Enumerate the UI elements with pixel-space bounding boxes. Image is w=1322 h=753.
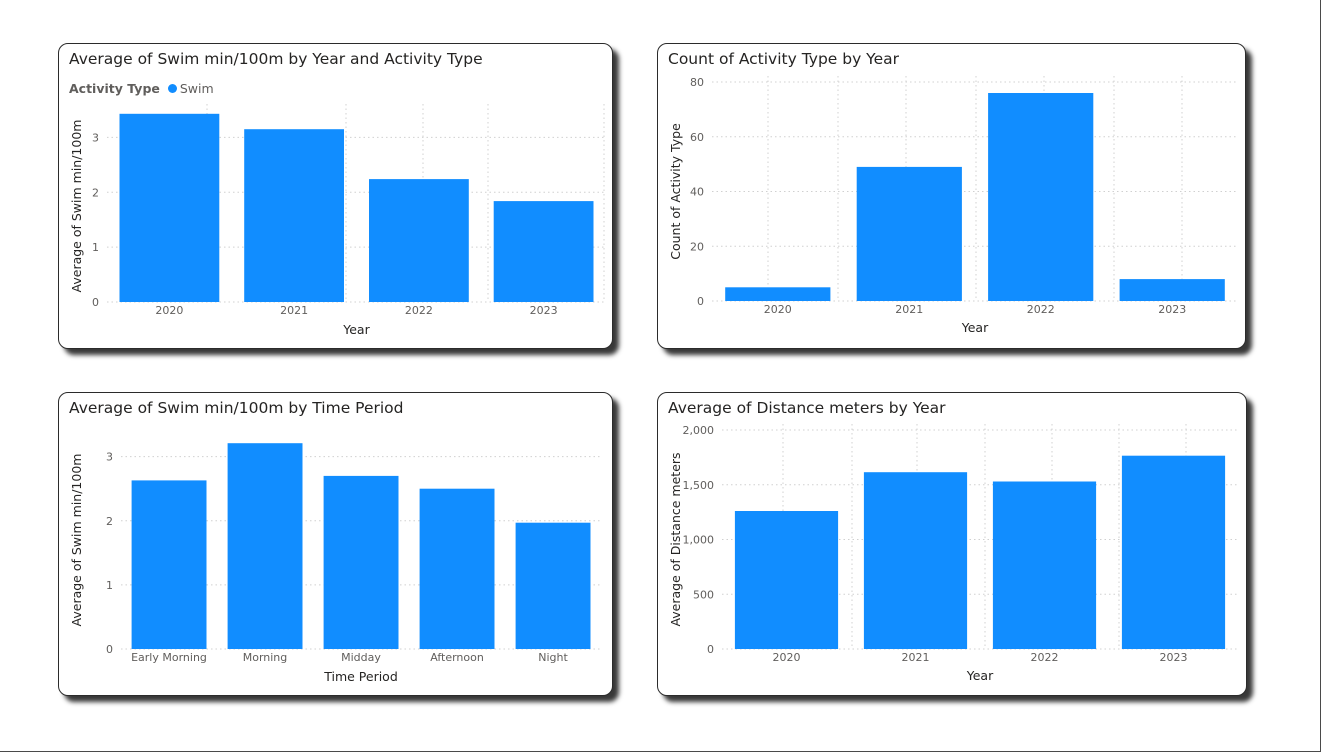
bar-2022[interactable] — [988, 93, 1094, 301]
bar-early-morning[interactable] — [131, 480, 207, 649]
bar-chart-plot: 0 500 1,000 1,500 2,000 2020 2021 2022 2023 Year A… — [668, 424, 1238, 683]
y-tick-label: 2 — [92, 186, 99, 199]
y-tick-label: 0 — [697, 295, 704, 308]
y-tick-label: 1 — [92, 241, 99, 254]
chart-title: Average of Swim min/100m by Year and Act… — [69, 50, 483, 68]
bar-midday[interactable] — [323, 475, 399, 649]
bar-2023[interactable] — [1119, 279, 1225, 301]
y-axis-title: Average of Swim min/100m — [69, 120, 84, 293]
x-tick-label: 2021 — [895, 303, 923, 316]
legend-marker-swim — [167, 84, 177, 93]
chart-card-swim-pace-by-time-period[interactable]: Average of Swim min/100m by Time Period … — [58, 392, 613, 696]
y-tick-label: 2,000 — [683, 424, 715, 437]
bar-chart-plot: 0 1 2 3 Early Morning Morning Midday Afternoon N… — [69, 443, 601, 684]
x-tick-label: Morning — [243, 651, 288, 664]
y-tick-label: 500 — [693, 588, 714, 601]
y-axis-title: Count of Activity Type — [668, 123, 683, 260]
x-axis-title: Year — [342, 322, 370, 337]
legend-title: Activity Type — [69, 81, 160, 96]
y-tick-label: 3 — [106, 451, 113, 464]
chart-title: Average of Swim min/100m by Time Period — [69, 399, 404, 417]
y-tick-label: 1 — [106, 579, 113, 592]
bar-2022[interactable] — [992, 481, 1097, 650]
x-tick-label: Night — [538, 651, 568, 664]
x-tick-label: 2020 — [764, 303, 792, 316]
y-tick-label: 40 — [690, 186, 704, 199]
bar-afternoon[interactable] — [419, 488, 495, 649]
page-border-bottom — [0, 751, 1321, 752]
x-tick-label: 2023 — [1158, 303, 1186, 316]
x-tick-label: 2022 — [405, 304, 433, 317]
x-tick-label: 2020 — [773, 651, 801, 664]
bar-2020[interactable] — [725, 287, 831, 301]
bar-2023[interactable] — [1121, 455, 1226, 649]
chart-card-activity-count-by-year[interactable]: Count of Activity Type by Year 0 20 40 60 80… — [657, 43, 1246, 349]
x-tick-label: 2021 — [280, 304, 308, 317]
y-tick-label: 0 — [707, 643, 714, 656]
y-tick-label: 0 — [92, 296, 99, 309]
y-tick-label: 60 — [690, 131, 704, 144]
x-tick-label: 2023 — [530, 304, 558, 317]
x-tick-label: Early Morning — [131, 651, 207, 664]
x-tick-label: Midday — [341, 651, 381, 664]
x-tick-label: 2023 — [1160, 651, 1188, 664]
bar-2021[interactable] — [863, 472, 968, 649]
bar-2020[interactable] — [734, 511, 839, 649]
x-tick-label: Afternoon — [430, 651, 484, 664]
x-axis-title: Year — [961, 320, 989, 335]
y-tick-label: 1,000 — [683, 534, 715, 547]
y-tick-label: 80 — [690, 76, 704, 89]
bar-2021[interactable] — [244, 129, 344, 302]
legend-item-swim: Swim — [179, 81, 214, 96]
bar-2023[interactable] — [493, 201, 594, 302]
chart-card-distance-by-year[interactable]: Average of Distance meters by Year 0 500 1… — [657, 392, 1247, 696]
y-tick-label: 20 — [690, 240, 704, 253]
chart-card-swim-pace-by-year[interactable]: Average of Swim min/100m by Year and Act… — [58, 43, 613, 349]
y-axis-title: Average of Swim min/100m — [69, 454, 84, 627]
bar-2022[interactable] — [369, 179, 469, 302]
y-tick-label: 2 — [106, 515, 113, 528]
x-tick-label: 2021 — [902, 651, 930, 664]
chart-title: Average of Distance meters by Year — [668, 399, 946, 417]
x-axis-title: Year — [966, 668, 994, 683]
x-tick-label: 2022 — [1027, 303, 1055, 316]
y-tick-label: 1,500 — [683, 479, 715, 492]
x-tick-label: 2020 — [155, 304, 183, 317]
x-axis-title: Time Period — [323, 669, 398, 684]
y-axis-title: Average of Distance meters — [668, 452, 683, 626]
y-tick-label: 3 — [92, 131, 99, 144]
y-tick-label: 0 — [106, 643, 113, 656]
page-border-right — [1320, 0, 1321, 752]
x-tick-label: 2022 — [1031, 651, 1059, 664]
bar-2021[interactable] — [856, 166, 962, 301]
bar-chart-plot: 0 20 40 60 80 2020 2021 2022 2023 Year Count of Ac… — [668, 76, 1238, 335]
bar-2020[interactable] — [119, 113, 220, 302]
chart-title: Count of Activity Type by Year — [668, 50, 900, 68]
bar-chart-plot: 0 1 2 3 2020 2021 2022 2023 Year Average of Swim … — [69, 104, 606, 337]
bar-night[interactable] — [515, 522, 591, 649]
gridlines — [712, 76, 1238, 302]
bar-morning[interactable] — [227, 443, 303, 649]
chart-legend[interactable]: Activity Type Swim — [69, 81, 214, 96]
